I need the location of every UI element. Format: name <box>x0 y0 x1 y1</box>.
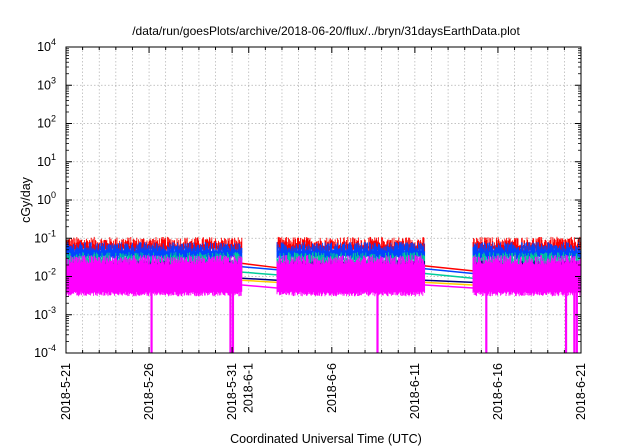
series-gap-line <box>424 281 474 286</box>
x-axis-label: Coordinated Universal Time (UTC) <box>230 432 422 446</box>
series-gap-line <box>424 267 474 275</box>
x-tick-label: 2018-6-6 <box>325 363 339 413</box>
x-tick-label: 2018-6-16 <box>491 363 505 420</box>
x-tick-label: 2018-6-11 <box>408 363 422 419</box>
series-band <box>472 242 581 262</box>
series-gap-line <box>242 284 278 289</box>
series-gap-line <box>424 284 474 289</box>
x-tick-label: 2018-5-31 <box>225 363 239 420</box>
y-tick-label: 10-3 <box>34 305 56 322</box>
series-band <box>276 255 426 297</box>
series-gap-line <box>242 271 278 276</box>
x-tick-label: 2018-5-26 <box>142 363 156 420</box>
series-gap-line <box>424 272 474 279</box>
chart-title: /data/run/goesPlots/archive/2018-06-20/f… <box>132 24 520 38</box>
y-tick-label: 102 <box>37 114 56 131</box>
y-tick-label: 10-2 <box>34 267 56 284</box>
series-band <box>65 255 243 297</box>
series-gap-line <box>424 265 474 272</box>
series-gap-line <box>242 262 278 269</box>
y-axis-label: cGy/day <box>19 176 33 223</box>
y-tick-label: 103 <box>37 75 56 92</box>
y-tick-label: 10-1 <box>34 228 56 245</box>
series-gap-line <box>242 265 278 271</box>
y-tick-label: 100 <box>37 190 56 207</box>
series-gap-line <box>242 277 278 281</box>
y-tick-label: 10-4 <box>34 343 56 360</box>
axis-ticks: 10-4 10-3 10-2 10-1 100 101 102 103 104 2018-5-21… <box>34 37 588 420</box>
series-layer <box>65 236 581 353</box>
y-tick-label: 101 <box>37 152 56 169</box>
series-band <box>472 255 581 297</box>
x-tick-label: 2018-5-21 <box>59 363 73 420</box>
series-gap-line <box>424 279 474 284</box>
series-gap-line <box>242 279 278 284</box>
x-tick-label: 2018-6-1 <box>242 363 256 413</box>
grid-lines <box>66 47 581 353</box>
x-tick-label: 2018-6-21 <box>574 363 588 420</box>
y-tick-label: 104 <box>37 37 56 54</box>
